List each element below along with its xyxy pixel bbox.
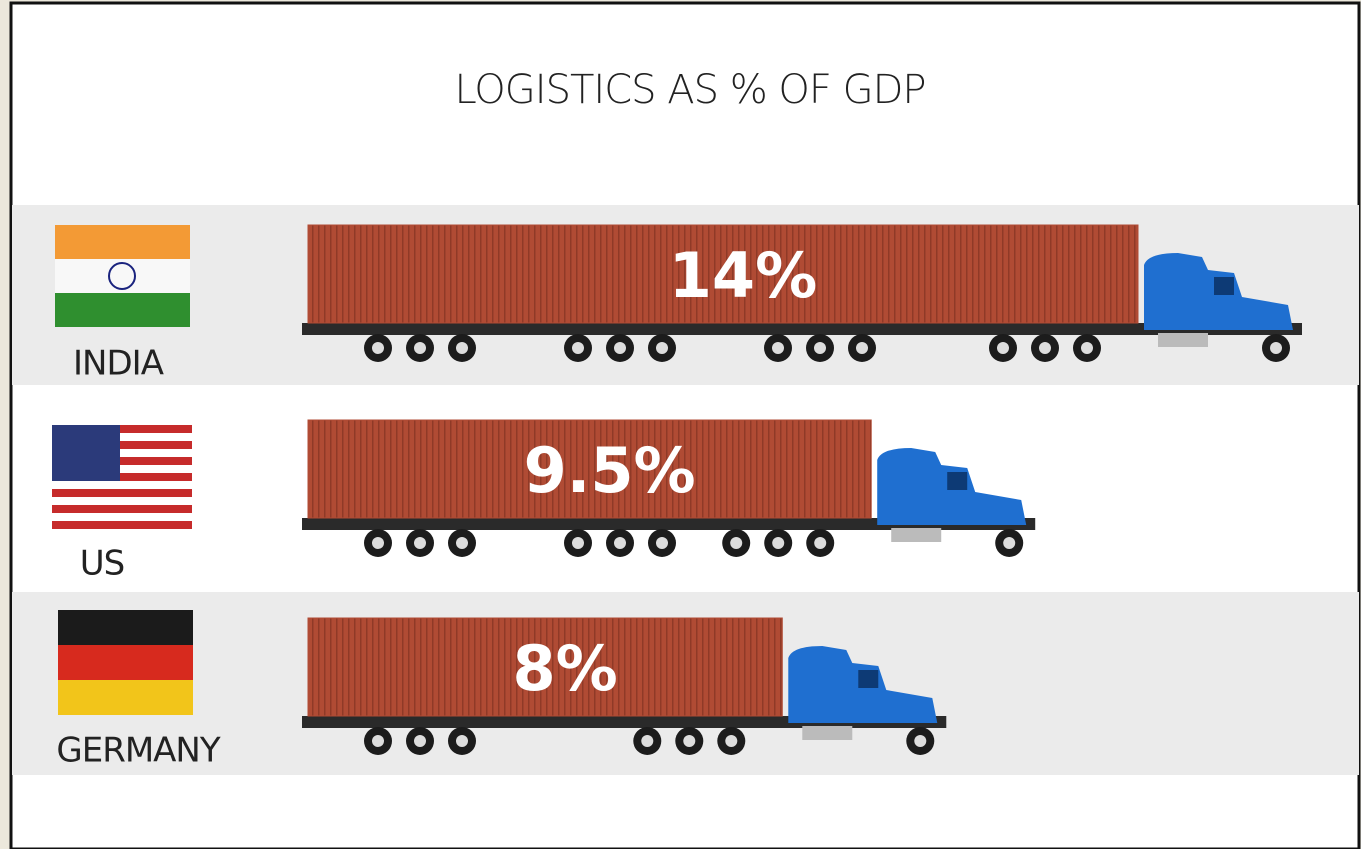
wheel-hub <box>814 537 827 549</box>
flag-us <box>52 425 192 530</box>
category-label: GERMANY <box>56 731 220 771</box>
wheel-hub <box>414 735 426 747</box>
bar <box>307 419 872 519</box>
flag-germany <box>58 610 193 715</box>
wheel-hub <box>572 537 584 549</box>
chassis <box>302 716 947 728</box>
category-label: INDIA <box>73 344 164 384</box>
wheel-hub <box>683 735 696 747</box>
wheel-hub <box>641 735 654 747</box>
wheel-hub <box>456 537 468 549</box>
wheel-hub <box>372 537 384 549</box>
wheel-hub <box>1003 537 1016 549</box>
wheel-hub <box>572 342 584 354</box>
wheel-hub <box>656 537 668 549</box>
wheel-hub <box>414 537 426 549</box>
wheel-hub <box>614 537 626 549</box>
truck-window <box>947 472 968 490</box>
fuel-tank <box>802 726 853 740</box>
wheel-hub <box>856 342 868 354</box>
category-label: US <box>80 544 124 584</box>
wheel-hub <box>997 342 1009 354</box>
value-label: 14% <box>669 239 817 312</box>
truck-window <box>1214 277 1234 295</box>
chassis <box>302 518 1036 530</box>
wheel-hub <box>814 342 826 354</box>
value-label: 8% <box>513 632 618 705</box>
value-label: 9.5% <box>524 434 696 507</box>
bar <box>307 617 783 717</box>
chassis <box>302 323 1302 335</box>
wheel-hub <box>456 735 468 747</box>
wheel-hub <box>772 537 785 549</box>
bar <box>307 224 1139 324</box>
wheel-hub <box>1039 342 1051 354</box>
fuel-tank <box>891 528 942 542</box>
wheel-hub <box>730 537 743 549</box>
wheel-hub <box>1270 342 1282 354</box>
wheel-hub <box>1081 342 1093 354</box>
wheel-hub <box>725 735 738 747</box>
truck-window <box>858 670 879 688</box>
wheel-hub <box>656 342 668 354</box>
wheel-hub <box>372 735 384 747</box>
fuel-tank <box>1158 333 1208 347</box>
wheel-hub <box>372 342 384 354</box>
wheel-hub <box>914 735 927 747</box>
flag-india <box>55 225 190 327</box>
wheel-hub <box>614 342 626 354</box>
chart-title: LOGISTICS AS % OF GDP <box>454 67 925 113</box>
wheel-hub <box>414 342 426 354</box>
wheel-hub <box>772 342 784 354</box>
wheel-hub <box>456 342 468 354</box>
